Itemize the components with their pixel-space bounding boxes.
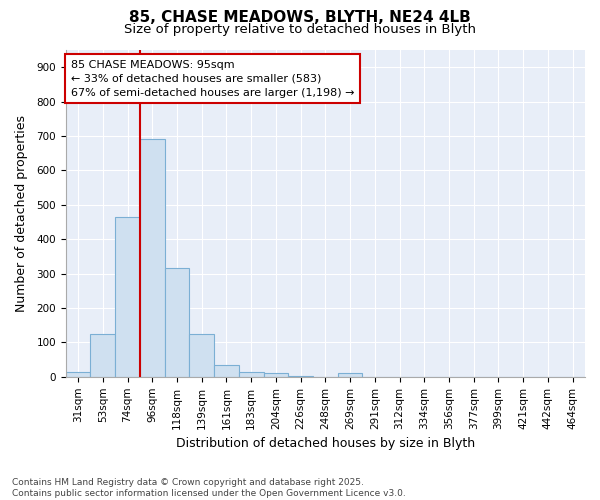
Bar <box>338 374 362 377</box>
Bar <box>91 334 115 377</box>
X-axis label: Distribution of detached houses by size in Blyth: Distribution of detached houses by size … <box>176 437 475 450</box>
Bar <box>115 217 140 377</box>
Text: 85 CHASE MEADOWS: 95sqm
← 33% of detached houses are smaller (583)
67% of semi-d: 85 CHASE MEADOWS: 95sqm ← 33% of detache… <box>71 60 355 98</box>
Bar <box>214 365 239 377</box>
Bar <box>239 372 263 377</box>
Bar <box>190 334 214 377</box>
Bar <box>263 374 288 377</box>
Y-axis label: Number of detached properties: Number of detached properties <box>15 115 28 312</box>
Text: 85, CHASE MEADOWS, BLYTH, NE24 4LB: 85, CHASE MEADOWS, BLYTH, NE24 4LB <box>129 10 471 25</box>
Text: Size of property relative to detached houses in Blyth: Size of property relative to detached ho… <box>124 22 476 36</box>
Bar <box>288 376 313 377</box>
Bar <box>140 140 164 377</box>
Text: Contains HM Land Registry data © Crown copyright and database right 2025.
Contai: Contains HM Land Registry data © Crown c… <box>12 478 406 498</box>
Bar <box>164 268 190 377</box>
Bar <box>65 372 91 377</box>
